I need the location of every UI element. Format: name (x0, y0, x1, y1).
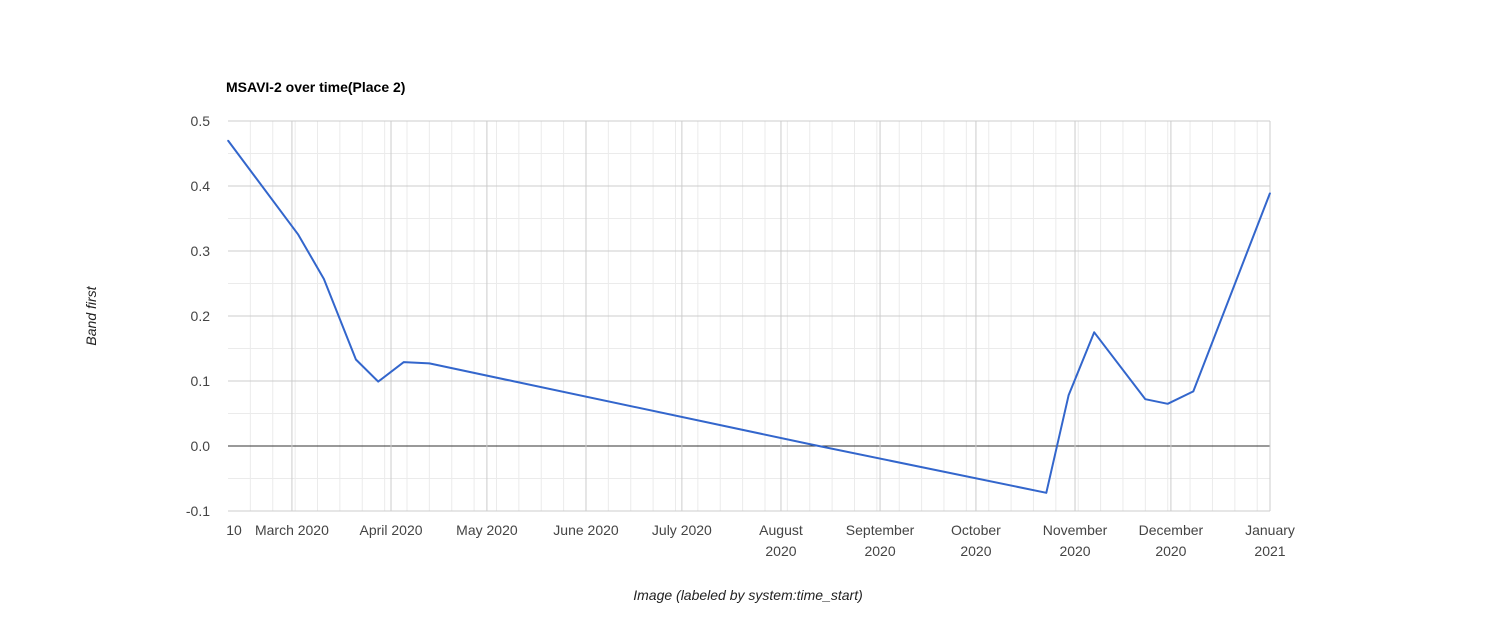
y-axis-ticks: -0.1 0.0 0.1 0.2 0.3 0.4 0.5 (186, 113, 210, 519)
x-tick-label: May 2020 (456, 522, 518, 538)
chart-title: MSAVI-2 over time(Place 2) (226, 79, 405, 95)
x-tick-label: August 2020 (759, 522, 803, 559)
x-tick-label: June 2020 (553, 522, 619, 538)
y-tick-label: -0.1 (186, 503, 210, 519)
y-tick-label: 0.0 (191, 438, 211, 454)
x-tick-label: October 2020 (951, 522, 1001, 559)
data-point[interactable] (428, 362, 431, 365)
x-tick-label: January 2021 (1245, 522, 1295, 559)
x-axis-title: Image (labeled by system:time_start) (633, 587, 863, 603)
x-axis-ticks: 10 March 2020 April 2020 May 2020 June 2020 J… (226, 522, 1295, 559)
data-point[interactable] (227, 139, 229, 142)
data-point[interactable] (323, 278, 325, 280)
x-tick-label: April 2020 (359, 522, 422, 538)
y-tick-label: 0.4 (191, 178, 211, 194)
data-point[interactable] (1144, 398, 1147, 401)
data-point[interactable] (808, 443, 811, 445)
data-point[interactable] (1093, 331, 1096, 334)
y-tick-label: 0.5 (191, 113, 211, 129)
data-point[interactable] (297, 233, 300, 236)
data-point[interactable] (1192, 390, 1195, 393)
y-tick-label: 0.3 (191, 243, 211, 259)
x-tick-label: 10 (226, 522, 242, 538)
data-point[interactable] (1269, 192, 1271, 194)
data-point[interactable] (1067, 394, 1070, 397)
x-tick-label: September 2020 (846, 522, 915, 559)
data-point[interactable] (377, 380, 380, 383)
x-tick-label: December 2020 (1139, 522, 1204, 559)
x-tick-label: March 2020 (255, 522, 329, 538)
y-tick-label: 0.2 (191, 308, 211, 324)
data-point[interactable] (1045, 492, 1048, 494)
data-point[interactable] (402, 361, 405, 363)
major-gridlines (228, 120, 1271, 512)
data-point[interactable] (355, 358, 357, 361)
x-tick-label: July 2020 (652, 522, 712, 538)
x-tick-label: November 2020 (1043, 522, 1108, 559)
data-point[interactable] (1166, 402, 1169, 405)
y-axis-title: Band first (83, 285, 99, 345)
y-tick-label: 0.1 (191, 373, 211, 389)
series-layer (227, 139, 1271, 494)
